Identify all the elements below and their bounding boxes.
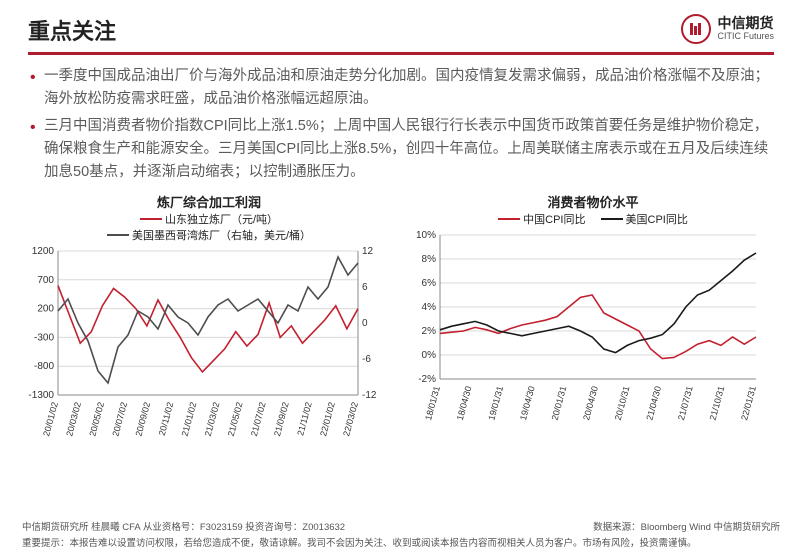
- svg-text:1200: 1200: [32, 246, 55, 257]
- svg-text:-6: -6: [362, 354, 371, 365]
- svg-text:-300: -300: [34, 332, 54, 343]
- svg-text:0%: 0%: [422, 350, 437, 361]
- svg-text:22/03/02: 22/03/02: [341, 400, 360, 436]
- logo-mark-icon: [681, 14, 711, 44]
- svg-text:-800: -800: [34, 361, 54, 372]
- logo-en: CITIC Futures: [717, 32, 774, 42]
- svg-text:2%: 2%: [422, 326, 437, 337]
- svg-text:22/01/02: 22/01/02: [318, 400, 337, 436]
- svg-text:18/01/31: 18/01/31: [423, 384, 442, 420]
- svg-text:-2%: -2%: [418, 374, 436, 385]
- svg-text:8%: 8%: [422, 254, 437, 265]
- svg-text:21/10/31: 21/10/31: [708, 384, 727, 420]
- svg-text:19/04/30: 19/04/30: [518, 384, 537, 420]
- footer-author: 中信期货研究所 桂晨曦 CFA 从业资格号：F3023159 投资咨询号：Z00…: [22, 519, 345, 533]
- svg-text:0: 0: [362, 318, 368, 329]
- svg-text:21/04/30: 21/04/30: [644, 384, 663, 420]
- svg-text:-12: -12: [362, 390, 377, 401]
- chart-legend: 山东独立炼厂（元/吨） 美国墨西哥湾炼厂（右轴，美元/桶）: [20, 211, 398, 243]
- svg-text:21/07/02: 21/07/02: [249, 400, 268, 436]
- svg-text:21/05/02: 21/05/02: [226, 400, 245, 436]
- list-item: 一季度中国成品油出厂价与海外成品油和原油走势分化加剧。国内疫情复发需求偏弱，成品…: [30, 65, 772, 111]
- svg-text:21/07/31: 21/07/31: [676, 384, 695, 420]
- svg-text:20/03/02: 20/03/02: [64, 400, 83, 436]
- svg-text:21/03/02: 21/03/02: [203, 400, 222, 436]
- svg-text:20/01/02: 20/01/02: [41, 400, 60, 436]
- svg-text:6: 6: [362, 282, 368, 293]
- chart-title: 消费者物价水平: [404, 192, 782, 211]
- list-item: 三月中国消费者物价指数CPI同比上涨1.5%；上周中国人民银行行长表示中国货币政…: [30, 115, 772, 184]
- logo-cn: 中信期货: [717, 16, 774, 31]
- brand-logo: 中信期货 CITIC Futures: [681, 14, 774, 44]
- svg-text:22/01/31: 22/01/31: [739, 384, 758, 420]
- svg-text:20/01/31: 20/01/31: [550, 384, 569, 420]
- svg-text:20/05/02: 20/05/02: [87, 400, 106, 436]
- svg-text:4%: 4%: [422, 302, 437, 313]
- svg-text:12: 12: [362, 246, 374, 257]
- svg-text:6%: 6%: [422, 278, 437, 289]
- bullet-list: 一季度中国成品油出厂价与海外成品油和原油走势分化加剧。国内疫情复发需求偏弱，成品…: [0, 55, 802, 192]
- svg-text:20/11/02: 20/11/02: [157, 400, 176, 436]
- svg-text:20/10/31: 20/10/31: [613, 384, 632, 420]
- svg-text:20/04/30: 20/04/30: [581, 384, 600, 420]
- chart-title: 炼厂综合加工利润: [20, 192, 398, 211]
- footer-source: 数据来源：Bloomberg Wind 中信期货研究所: [593, 519, 780, 533]
- footer: 中信期货研究所 桂晨曦 CFA 从业资格号：F3023159 投资咨询号：Z00…: [0, 519, 802, 549]
- chart-refinery-margin: 炼厂综合加工利润 山东独立炼厂（元/吨） 美国墨西哥湾炼厂（右轴，美元/桶） -…: [20, 192, 398, 445]
- svg-text:18/04/30: 18/04/30: [455, 384, 474, 420]
- svg-text:21/11/02: 21/11/02: [295, 400, 314, 436]
- svg-text:-1300: -1300: [28, 390, 54, 401]
- svg-text:20/07/02: 20/07/02: [110, 400, 129, 436]
- svg-text:10%: 10%: [416, 230, 436, 241]
- svg-text:21/01/02: 21/01/02: [180, 400, 199, 436]
- page-title: 重点关注: [28, 14, 116, 46]
- chart-legend: 中国CPI同比 美国CPI同比: [404, 211, 782, 227]
- svg-text:21/09/02: 21/09/02: [272, 400, 291, 436]
- svg-text:20/09/02: 20/09/02: [134, 400, 153, 436]
- footer-disclaimer: 重要提示：本报告难以设置访问权限，若给您造成不便，敬请谅解。我司不会因为关注、收…: [22, 535, 780, 549]
- svg-text:19/01/31: 19/01/31: [486, 384, 505, 420]
- svg-text:200: 200: [37, 303, 54, 314]
- chart-cpi: 消费者物价水平 中国CPI同比 美国CPI同比 -2% 0% 2% 4% 6% 8% 10%…: [404, 192, 782, 445]
- svg-text:700: 700: [37, 274, 54, 285]
